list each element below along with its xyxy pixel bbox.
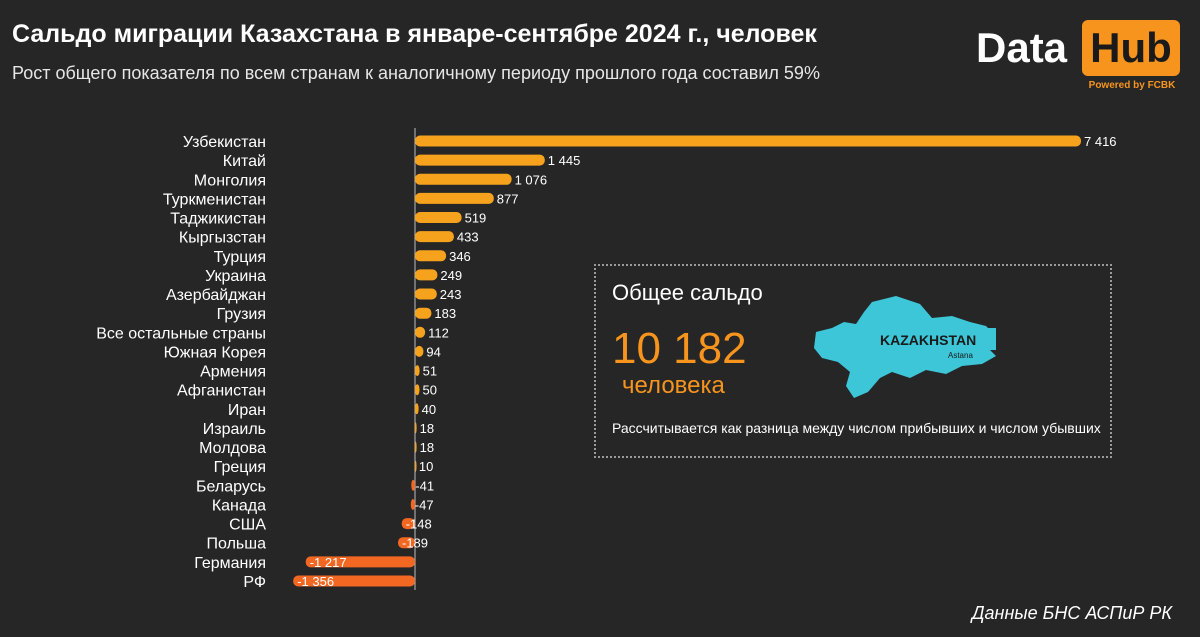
bar [415, 441, 417, 453]
category-label: Иран [228, 402, 266, 419]
category-label: Канада [212, 498, 266, 515]
bar [415, 422, 417, 434]
value-label: 51 [423, 364, 437, 379]
bar [415, 173, 512, 185]
bar [415, 384, 420, 396]
value-label: 183 [434, 306, 456, 321]
value-label: 18 [420, 440, 434, 455]
chart-subtitle: Рост общего показателя по всем странам к… [12, 63, 820, 83]
value-label: -47 [415, 498, 434, 513]
category-label: Грузия [217, 306, 266, 323]
category-label: Все остальные страны [96, 325, 266, 342]
bar [401, 518, 415, 530]
value-label: 519 [465, 211, 487, 226]
value-label: 7 416 [1084, 134, 1117, 149]
value-label: 1 076 [515, 172, 548, 187]
logo-word-hub: Hub [1082, 20, 1180, 76]
summary-heading: Общее сальдо [612, 280, 763, 305]
summary-total-value: 10 182 [612, 324, 747, 373]
category-label: Южная Корея [164, 344, 266, 361]
category-label: Украина [205, 268, 266, 285]
summary-note: Рассчитывается как разница между числом … [612, 420, 1101, 436]
category-label: Афганистан [177, 383, 266, 400]
category-label: США [229, 517, 266, 534]
map-label-backdrop [874, 328, 996, 350]
value-label: 18 [420, 421, 434, 436]
category-label: Германия [194, 555, 266, 572]
value-label: -41 [415, 478, 434, 493]
bar [415, 212, 462, 223]
value-label: 50 [423, 383, 437, 398]
data-source: Данные БНС АСПиР РК [971, 603, 1172, 623]
value-label: -148 [406, 517, 432, 532]
category-label: Турция [214, 249, 266, 266]
value-label: 346 [449, 249, 471, 264]
bar [415, 154, 545, 166]
category-label: Монголия [194, 172, 266, 189]
bar [415, 269, 438, 281]
category-label: РФ [243, 574, 266, 591]
value-label: -1 356 [297, 574, 334, 589]
bar [293, 575, 415, 587]
kazakhstan-map-icon: KAZAKHSTAN Astana [814, 296, 996, 398]
chart-title: Сальдо миграции Казахстана в январе-сент… [12, 20, 817, 48]
value-label: 877 [497, 191, 519, 206]
bar [415, 231, 454, 243]
category-label: Узбекистан [183, 134, 266, 151]
bar [305, 556, 415, 568]
category-label: Китай [223, 153, 266, 170]
bar [415, 460, 417, 472]
value-label: 40 [422, 402, 436, 417]
summary-panel: Общее сальдо 10 182 человека KAZAKHSTAN … [594, 264, 1112, 458]
value-label: 94 [426, 344, 440, 359]
bar [398, 537, 415, 549]
category-label: Греция [214, 459, 266, 476]
bar [415, 192, 494, 204]
category-label: Таджикистан [170, 211, 266, 228]
category-label: Туркменистан [163, 191, 266, 208]
value-label: -189 [402, 536, 428, 551]
map-capital-label: Astana [948, 351, 973, 360]
bar [415, 403, 419, 415]
bar [415, 307, 432, 319]
category-label: Кыргызстан [179, 230, 266, 247]
logo-word-data: Data [976, 24, 1068, 71]
value-label: -1 217 [310, 555, 347, 570]
bar [411, 479, 415, 491]
value-label: 1 445 [548, 153, 581, 168]
summary-unit: человека [622, 372, 725, 399]
category-label: Молдова [199, 440, 266, 457]
map-country-label: KAZAKHSTAN [880, 332, 976, 348]
value-label: 10 [419, 459, 433, 474]
bar [410, 499, 415, 510]
value-label: 433 [457, 230, 479, 245]
value-label: 112 [428, 325, 449, 340]
category-label: Польша [207, 536, 267, 553]
bar [415, 135, 1081, 147]
category-label: Беларусь [196, 478, 266, 495]
value-label: 249 [440, 268, 462, 283]
category-label: Израиль [203, 421, 266, 438]
logo-powered-by: Powered by FCBK [1088, 80, 1176, 91]
bar [415, 326, 426, 338]
bar [415, 250, 447, 262]
bar [415, 345, 424, 357]
datahub-logo: Data Hub Powered by FCBK [976, 20, 1186, 100]
category-label: Азербайджан [166, 287, 266, 304]
category-label: Армения [200, 364, 266, 381]
bar [415, 365, 420, 377]
value-label: 243 [440, 287, 462, 302]
bar [415, 288, 437, 300]
